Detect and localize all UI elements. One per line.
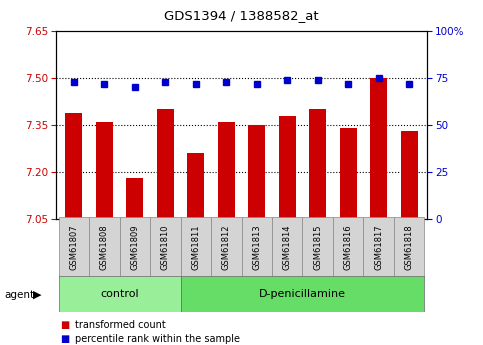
Bar bbox=[370, 78, 387, 219]
Bar bbox=[333, 217, 363, 278]
Text: GSM61808: GSM61808 bbox=[100, 225, 109, 270]
Text: GSM61818: GSM61818 bbox=[405, 225, 413, 270]
Bar bbox=[66, 112, 82, 219]
Bar bbox=[150, 217, 181, 278]
Text: ■: ■ bbox=[60, 334, 70, 344]
Bar bbox=[89, 217, 120, 278]
Bar bbox=[309, 109, 326, 219]
Bar bbox=[272, 217, 302, 278]
Text: GSM61812: GSM61812 bbox=[222, 225, 231, 270]
Bar bbox=[127, 178, 143, 219]
Bar bbox=[181, 276, 425, 312]
Text: percentile rank within the sample: percentile rank within the sample bbox=[75, 334, 240, 344]
Text: ▶: ▶ bbox=[33, 290, 42, 300]
Text: GSM61810: GSM61810 bbox=[161, 225, 170, 270]
Text: D-penicillamine: D-penicillamine bbox=[259, 289, 346, 299]
Bar bbox=[58, 276, 181, 312]
Text: ■: ■ bbox=[60, 320, 70, 330]
Bar bbox=[58, 217, 89, 278]
Bar bbox=[248, 125, 265, 219]
Text: agent: agent bbox=[5, 290, 35, 300]
Text: GSM61815: GSM61815 bbox=[313, 225, 322, 270]
Bar bbox=[211, 217, 242, 278]
Text: GDS1394 / 1388582_at: GDS1394 / 1388582_at bbox=[164, 9, 319, 22]
Bar bbox=[279, 116, 296, 219]
Text: GSM61814: GSM61814 bbox=[283, 225, 292, 270]
Text: GSM61813: GSM61813 bbox=[252, 225, 261, 270]
Bar bbox=[120, 217, 150, 278]
Bar bbox=[302, 217, 333, 278]
Bar bbox=[157, 109, 174, 219]
Bar bbox=[218, 122, 235, 219]
Text: GSM61807: GSM61807 bbox=[70, 225, 78, 270]
Bar bbox=[96, 122, 113, 219]
Text: GSM61809: GSM61809 bbox=[130, 225, 139, 270]
Text: transformed count: transformed count bbox=[75, 320, 166, 330]
Bar bbox=[187, 153, 204, 219]
Text: control: control bbox=[100, 289, 139, 299]
Text: GSM61816: GSM61816 bbox=[344, 225, 353, 270]
Bar bbox=[340, 128, 356, 219]
Bar bbox=[363, 217, 394, 278]
Text: GSM61817: GSM61817 bbox=[374, 225, 383, 270]
Bar bbox=[181, 217, 211, 278]
Bar bbox=[401, 131, 417, 219]
Text: GSM61811: GSM61811 bbox=[191, 225, 200, 270]
Bar bbox=[242, 217, 272, 278]
Bar bbox=[394, 217, 425, 278]
